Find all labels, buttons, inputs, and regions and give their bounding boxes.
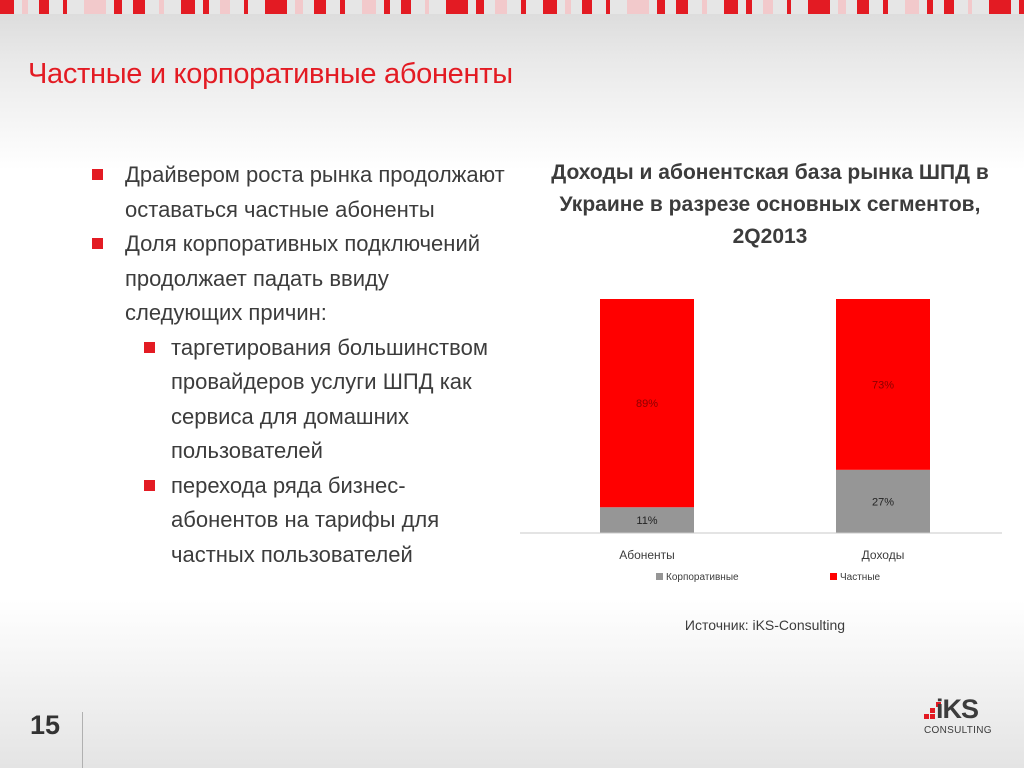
stripe-block (203, 0, 209, 14)
stripe-block (857, 0, 869, 14)
bullet-text: таргетирования большинством провайдеров … (171, 334, 488, 464)
stripe-block (39, 0, 49, 14)
bar-segment (836, 299, 930, 470)
sub-bullet-item: таргетирования большинством провайдеров … (138, 331, 512, 469)
category-label: Абоненты (619, 548, 675, 562)
stripe-block (989, 0, 1011, 14)
bar-segment (600, 507, 694, 533)
stripe-block (425, 0, 429, 14)
stripe-block (724, 0, 738, 14)
stripe-block (808, 0, 830, 14)
stripe-block (476, 0, 484, 14)
stripe-block (244, 0, 248, 14)
stacked-bar-chart: 11% 89% Абоненты 27% 73% Доходы Корпоративные Ч… (520, 299, 1002, 583)
stripe-block (1019, 0, 1024, 14)
footer-divider (82, 712, 83, 768)
data-label: 11% (636, 515, 657, 527)
stripe-block (927, 0, 933, 14)
bar-segment (836, 469, 930, 533)
legend-label: Частные (840, 572, 881, 583)
logo-brand: iKS (936, 694, 979, 724)
legend-swatch (830, 573, 837, 580)
bullet-text: Доля корпоративных подключений продолжае… (125, 231, 481, 325)
stripe-block (582, 0, 592, 14)
stripe-block (787, 0, 791, 14)
iks-logo: iKS CONSULTING (924, 694, 1002, 744)
stripe-block (401, 0, 411, 14)
stripe-block (702, 0, 707, 14)
stripe-block (606, 0, 610, 14)
stripe-block (133, 0, 145, 14)
legend-label: Корпоративные (666, 572, 739, 583)
stripe-block (265, 0, 287, 14)
bullet-square-icon (92, 238, 103, 249)
stripe-block (565, 0, 571, 14)
stripe-block (763, 0, 773, 14)
stripe-block (295, 0, 303, 14)
category-label: Доходы (862, 548, 905, 562)
bullet-list: Драйвером роста рынка продолжают остават… (92, 158, 512, 572)
stripe-block (746, 0, 752, 14)
stripe-block (838, 0, 846, 14)
stripe-block (883, 0, 888, 14)
stripe-block (384, 0, 390, 14)
bullet-text: перехода ряда бизнес-абонентов на тарифы… (171, 472, 440, 567)
stripe-block (446, 0, 468, 14)
stripe-block (521, 0, 526, 14)
stripe-block (314, 0, 326, 14)
stripe-block (181, 0, 195, 14)
stripe-block (340, 0, 345, 14)
data-label: 73% (872, 379, 894, 391)
bullet-square-icon (144, 341, 155, 353)
stripe-block (944, 0, 954, 14)
page-number: 15 (30, 710, 61, 740)
slide-title: Частные и корпоративные абоненты (28, 58, 513, 90)
stripe-block (627, 0, 649, 14)
stripe-block (63, 0, 67, 14)
chart-title: Доходы и абонентская база рынка ШПД в Ук… (551, 161, 989, 248)
sub-bullet-item: перехода ряда бизнес-абонентов на тарифы… (138, 469, 512, 573)
stripe-block (543, 0, 557, 14)
bar-segment (600, 299, 694, 508)
stripe-block (114, 0, 122, 14)
top-stripe (0, 0, 1024, 14)
bullet-item: Доля корпоративных подключений продолжае… (92, 227, 512, 331)
logo-subtitle: CONSULTING (924, 725, 992, 736)
bullet-square-icon (144, 479, 155, 491)
stripe-block (0, 0, 14, 14)
data-label: 89% (636, 398, 658, 410)
source-note: Источник: iKS-Consulting (684, 617, 846, 633)
stripe-block (220, 0, 230, 14)
stripe-block (968, 0, 972, 14)
stripe-block (676, 0, 688, 14)
stripe-block (495, 0, 507, 14)
bullet-text: Драйвером роста рынка продолжают остават… (125, 162, 505, 222)
stripe-block (22, 0, 28, 14)
stripe-block (84, 0, 106, 14)
stripe-block (657, 0, 665, 14)
stripe-block (905, 0, 919, 14)
stripe-block (159, 0, 164, 14)
bullet-square-icon (92, 169, 103, 180)
stripe-block (362, 0, 376, 14)
data-label: 27% (872, 496, 894, 508)
bullet-item: Драйвером роста рынка продолжают остават… (92, 158, 512, 227)
legend-swatch (656, 573, 663, 580)
